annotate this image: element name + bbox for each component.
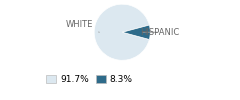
Wedge shape <box>122 25 150 40</box>
Text: WHITE: WHITE <box>66 20 99 32</box>
Text: HISPANIC: HISPANIC <box>140 28 180 37</box>
Wedge shape <box>94 4 149 60</box>
Legend: 91.7%, 8.3%: 91.7%, 8.3% <box>43 72 136 88</box>
